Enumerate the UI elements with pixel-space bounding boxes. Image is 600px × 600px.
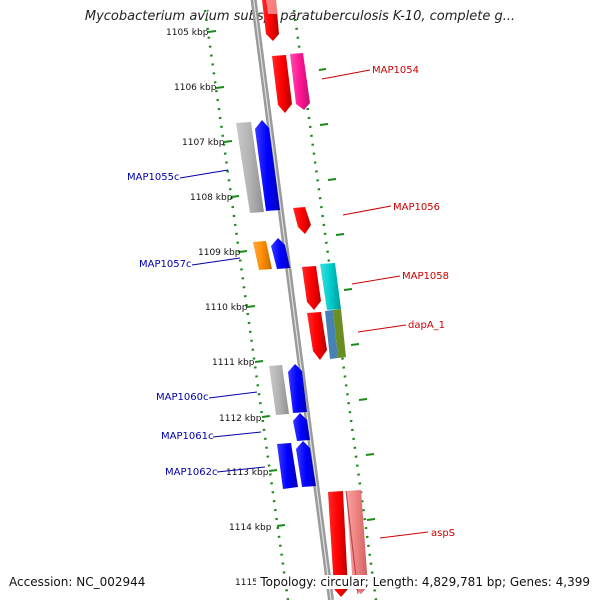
left-tick-track — [203, 9, 290, 600]
major-tick — [268, 469, 278, 472]
gene-label-map1054[interactable]: MAP1054 — [372, 65, 419, 76]
gray-feature[interactable] — [269, 365, 289, 415]
leader-line — [321, 69, 371, 80]
backbone — [250, 0, 334, 600]
tick-label: 1107 kbp — [182, 138, 225, 148]
tick-label: 1105 kbp — [166, 28, 209, 38]
orange-feature[interactable] — [253, 241, 272, 270]
cyan-feature[interactable] — [320, 263, 341, 310]
leader-line — [179, 169, 229, 179]
gene-label-asps[interactable]: aspS — [431, 528, 455, 539]
gene-label-map1058[interactable]: MAP1058 — [402, 271, 449, 282]
major-tick — [230, 195, 240, 198]
tick-label: 1110 kbp — [205, 303, 248, 313]
leader-line — [191, 257, 241, 266]
major-tick — [215, 86, 225, 89]
pink-feature[interactable] — [290, 53, 310, 110]
accession-label: Accession: NC_002944 — [9, 575, 146, 589]
olive-feature[interactable] — [333, 309, 346, 358]
reverse-gene-arrow[interactable] — [271, 238, 290, 269]
ruler: 1105 kbp 1106 kbp 1107 kbp 1108 kbp 1109… — [166, 28, 376, 588]
tick-label: 1114 kbp — [229, 523, 272, 533]
major-tick — [223, 140, 233, 143]
forward-gene-arrow[interactable] — [293, 207, 311, 234]
major-tick — [276, 524, 286, 527]
light-red-feature[interactable] — [346, 490, 368, 594]
gray-feature[interactable] — [236, 122, 264, 213]
steel-feature[interactable] — [325, 310, 338, 359]
major-tick — [261, 415, 271, 418]
major-tick — [246, 305, 256, 308]
gene-label-map1060c[interactable]: MAP1060c — [156, 392, 208, 403]
gene-label-map1055c[interactable]: MAP1055c — [127, 172, 179, 183]
forward-gene-arrow[interactable] — [328, 491, 348, 597]
light-feature[interactable] — [266, 0, 278, 14]
leader-line — [342, 205, 392, 216]
forward-gene-arrow[interactable] — [272, 55, 292, 113]
tick-label: 1113 kbp — [226, 468, 269, 478]
major-tick — [238, 250, 248, 253]
forward-gene-arrow[interactable] — [302, 266, 321, 310]
leader-line — [208, 391, 258, 399]
gene-label-map1061c[interactable]: MAP1061c — [161, 431, 213, 442]
leader-line — [216, 466, 266, 473]
genome-summary: Topology: circular; Length: 4,829,781 bp… — [256, 575, 590, 589]
leader-line — [379, 531, 429, 539]
major-tick — [254, 360, 264, 363]
reverse-gene-arrow[interactable] — [288, 364, 307, 413]
reverse-gene-arrow[interactable] — [293, 413, 310, 441]
leader-line — [212, 431, 262, 438]
leader-line — [357, 324, 407, 333]
map-title: Mycobacterium avium subsp. paratuberculo… — [84, 9, 516, 24]
major-tick — [207, 30, 217, 33]
gene-label-map1056[interactable]: MAP1056 — [393, 202, 440, 213]
tick-label: 1109 kbp — [198, 248, 241, 258]
gene-label-map1062c[interactable]: MAP1062c — [165, 467, 217, 478]
tick-label: 1108 kbp — [190, 193, 233, 203]
gene-label-dapa-1[interactable]: dapA_1 — [408, 320, 445, 331]
tick-label: 1115 — [235, 578, 258, 588]
tick-label: 1106 kbp — [174, 83, 217, 93]
gene-labels: MAP1054 MAP1055c MAP1056 MAP1057c MAP105… — [127, 65, 455, 539]
gene-label-map1057c[interactable]: MAP1057c — [139, 259, 191, 270]
reverse-gene-arrow[interactable] — [296, 441, 316, 487]
tick-label: 1112 kbp — [219, 414, 262, 424]
leader-line — [351, 275, 401, 285]
forward-gene-arrow[interactable] — [307, 312, 327, 360]
reverse-gene-arrow[interactable] — [277, 443, 298, 489]
reverse-gene-arrow[interactable] — [255, 120, 280, 211]
tick-label: 1111 kbp — [212, 358, 255, 368]
features[interactable] — [236, 0, 368, 597]
